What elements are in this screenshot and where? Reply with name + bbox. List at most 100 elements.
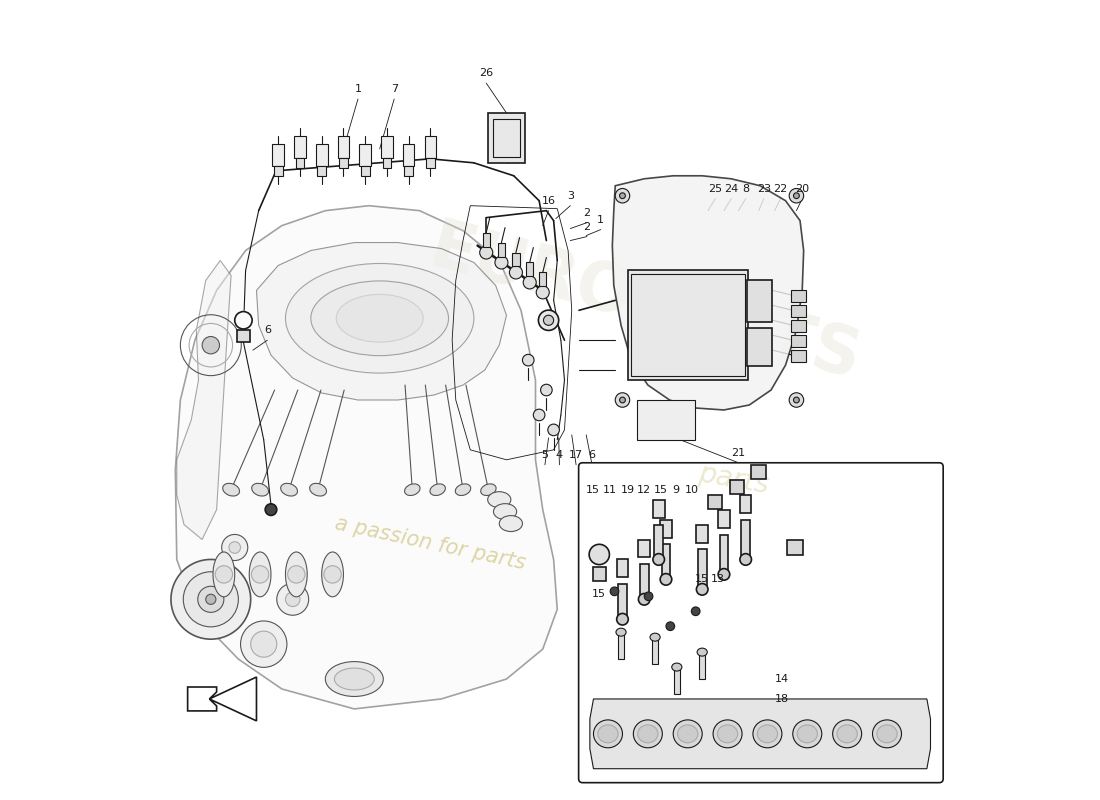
Text: 15: 15 xyxy=(586,485,600,494)
Ellipse shape xyxy=(672,663,682,671)
Circle shape xyxy=(789,393,804,407)
Circle shape xyxy=(206,594,216,604)
Text: 6: 6 xyxy=(588,450,595,460)
Polygon shape xyxy=(613,176,804,410)
Bar xyxy=(273,144,284,166)
Text: 14: 14 xyxy=(774,674,789,684)
Circle shape xyxy=(789,189,804,203)
Text: 2: 2 xyxy=(583,208,591,218)
Bar xyxy=(741,519,750,559)
Bar xyxy=(674,669,680,694)
Circle shape xyxy=(615,189,629,203)
Circle shape xyxy=(265,504,277,515)
Circle shape xyxy=(696,583,708,595)
Circle shape xyxy=(252,566,268,583)
Ellipse shape xyxy=(487,492,510,508)
Bar xyxy=(696,525,708,542)
Bar xyxy=(294,136,306,158)
Ellipse shape xyxy=(638,725,658,743)
Circle shape xyxy=(222,534,248,561)
Text: 19: 19 xyxy=(621,485,636,494)
Ellipse shape xyxy=(250,552,271,597)
Ellipse shape xyxy=(286,263,474,373)
Ellipse shape xyxy=(877,725,898,743)
Circle shape xyxy=(543,315,553,326)
Circle shape xyxy=(287,566,305,583)
Bar xyxy=(296,158,305,168)
Bar xyxy=(631,274,745,376)
Circle shape xyxy=(645,592,653,601)
Bar xyxy=(513,253,519,266)
Ellipse shape xyxy=(872,720,902,748)
Text: 25: 25 xyxy=(708,184,723,194)
Polygon shape xyxy=(256,242,506,400)
Bar xyxy=(700,654,705,679)
Text: 26: 26 xyxy=(480,68,493,78)
Text: 5: 5 xyxy=(541,450,549,460)
Bar xyxy=(708,494,723,509)
Circle shape xyxy=(540,384,552,396)
Text: 18: 18 xyxy=(774,694,789,704)
Circle shape xyxy=(536,286,549,299)
Circle shape xyxy=(615,393,629,407)
Bar xyxy=(339,158,348,168)
Bar xyxy=(617,559,628,578)
Ellipse shape xyxy=(697,648,707,656)
Text: 6: 6 xyxy=(264,326,271,335)
Circle shape xyxy=(216,566,232,583)
Bar xyxy=(740,494,751,513)
Text: 15: 15 xyxy=(695,574,710,584)
Ellipse shape xyxy=(222,483,240,496)
Bar xyxy=(751,465,766,478)
Ellipse shape xyxy=(713,720,743,748)
Ellipse shape xyxy=(833,720,861,748)
Ellipse shape xyxy=(837,725,857,743)
Bar xyxy=(618,584,627,619)
Ellipse shape xyxy=(678,725,697,743)
Text: 22: 22 xyxy=(773,184,788,194)
Ellipse shape xyxy=(337,294,424,342)
Bar xyxy=(488,113,525,163)
Bar xyxy=(361,166,370,176)
Bar xyxy=(628,270,748,380)
Circle shape xyxy=(691,607,700,616)
Bar xyxy=(338,136,349,158)
Bar xyxy=(660,519,672,538)
Circle shape xyxy=(610,587,619,596)
Circle shape xyxy=(548,424,560,436)
Text: 1: 1 xyxy=(597,214,604,225)
Ellipse shape xyxy=(673,720,702,748)
Text: 15: 15 xyxy=(592,590,606,599)
Ellipse shape xyxy=(594,720,623,748)
Bar xyxy=(498,242,505,257)
Bar xyxy=(381,136,393,158)
Bar xyxy=(637,400,695,440)
Text: a passion for parts: a passion for parts xyxy=(333,514,528,574)
Text: 16: 16 xyxy=(541,196,556,206)
Circle shape xyxy=(617,614,628,625)
Polygon shape xyxy=(175,206,558,709)
Polygon shape xyxy=(590,699,931,769)
Ellipse shape xyxy=(334,668,374,690)
Bar xyxy=(383,158,392,168)
Text: 8: 8 xyxy=(742,184,749,194)
Bar xyxy=(360,144,371,166)
Text: 24: 24 xyxy=(724,184,738,194)
Bar xyxy=(318,166,326,176)
Bar xyxy=(236,330,250,342)
Circle shape xyxy=(277,583,309,615)
Circle shape xyxy=(286,592,300,606)
Text: 10: 10 xyxy=(685,485,700,494)
Bar xyxy=(526,262,534,277)
Bar xyxy=(697,550,706,590)
Circle shape xyxy=(198,586,224,612)
Polygon shape xyxy=(188,677,256,721)
Circle shape xyxy=(241,621,287,667)
Text: 23: 23 xyxy=(757,184,771,194)
Circle shape xyxy=(638,594,650,605)
Circle shape xyxy=(666,622,674,630)
Text: EUROPARTS: EUROPARTS xyxy=(422,215,869,394)
Text: 17: 17 xyxy=(569,450,583,460)
Bar xyxy=(653,500,664,518)
Circle shape xyxy=(793,397,800,403)
